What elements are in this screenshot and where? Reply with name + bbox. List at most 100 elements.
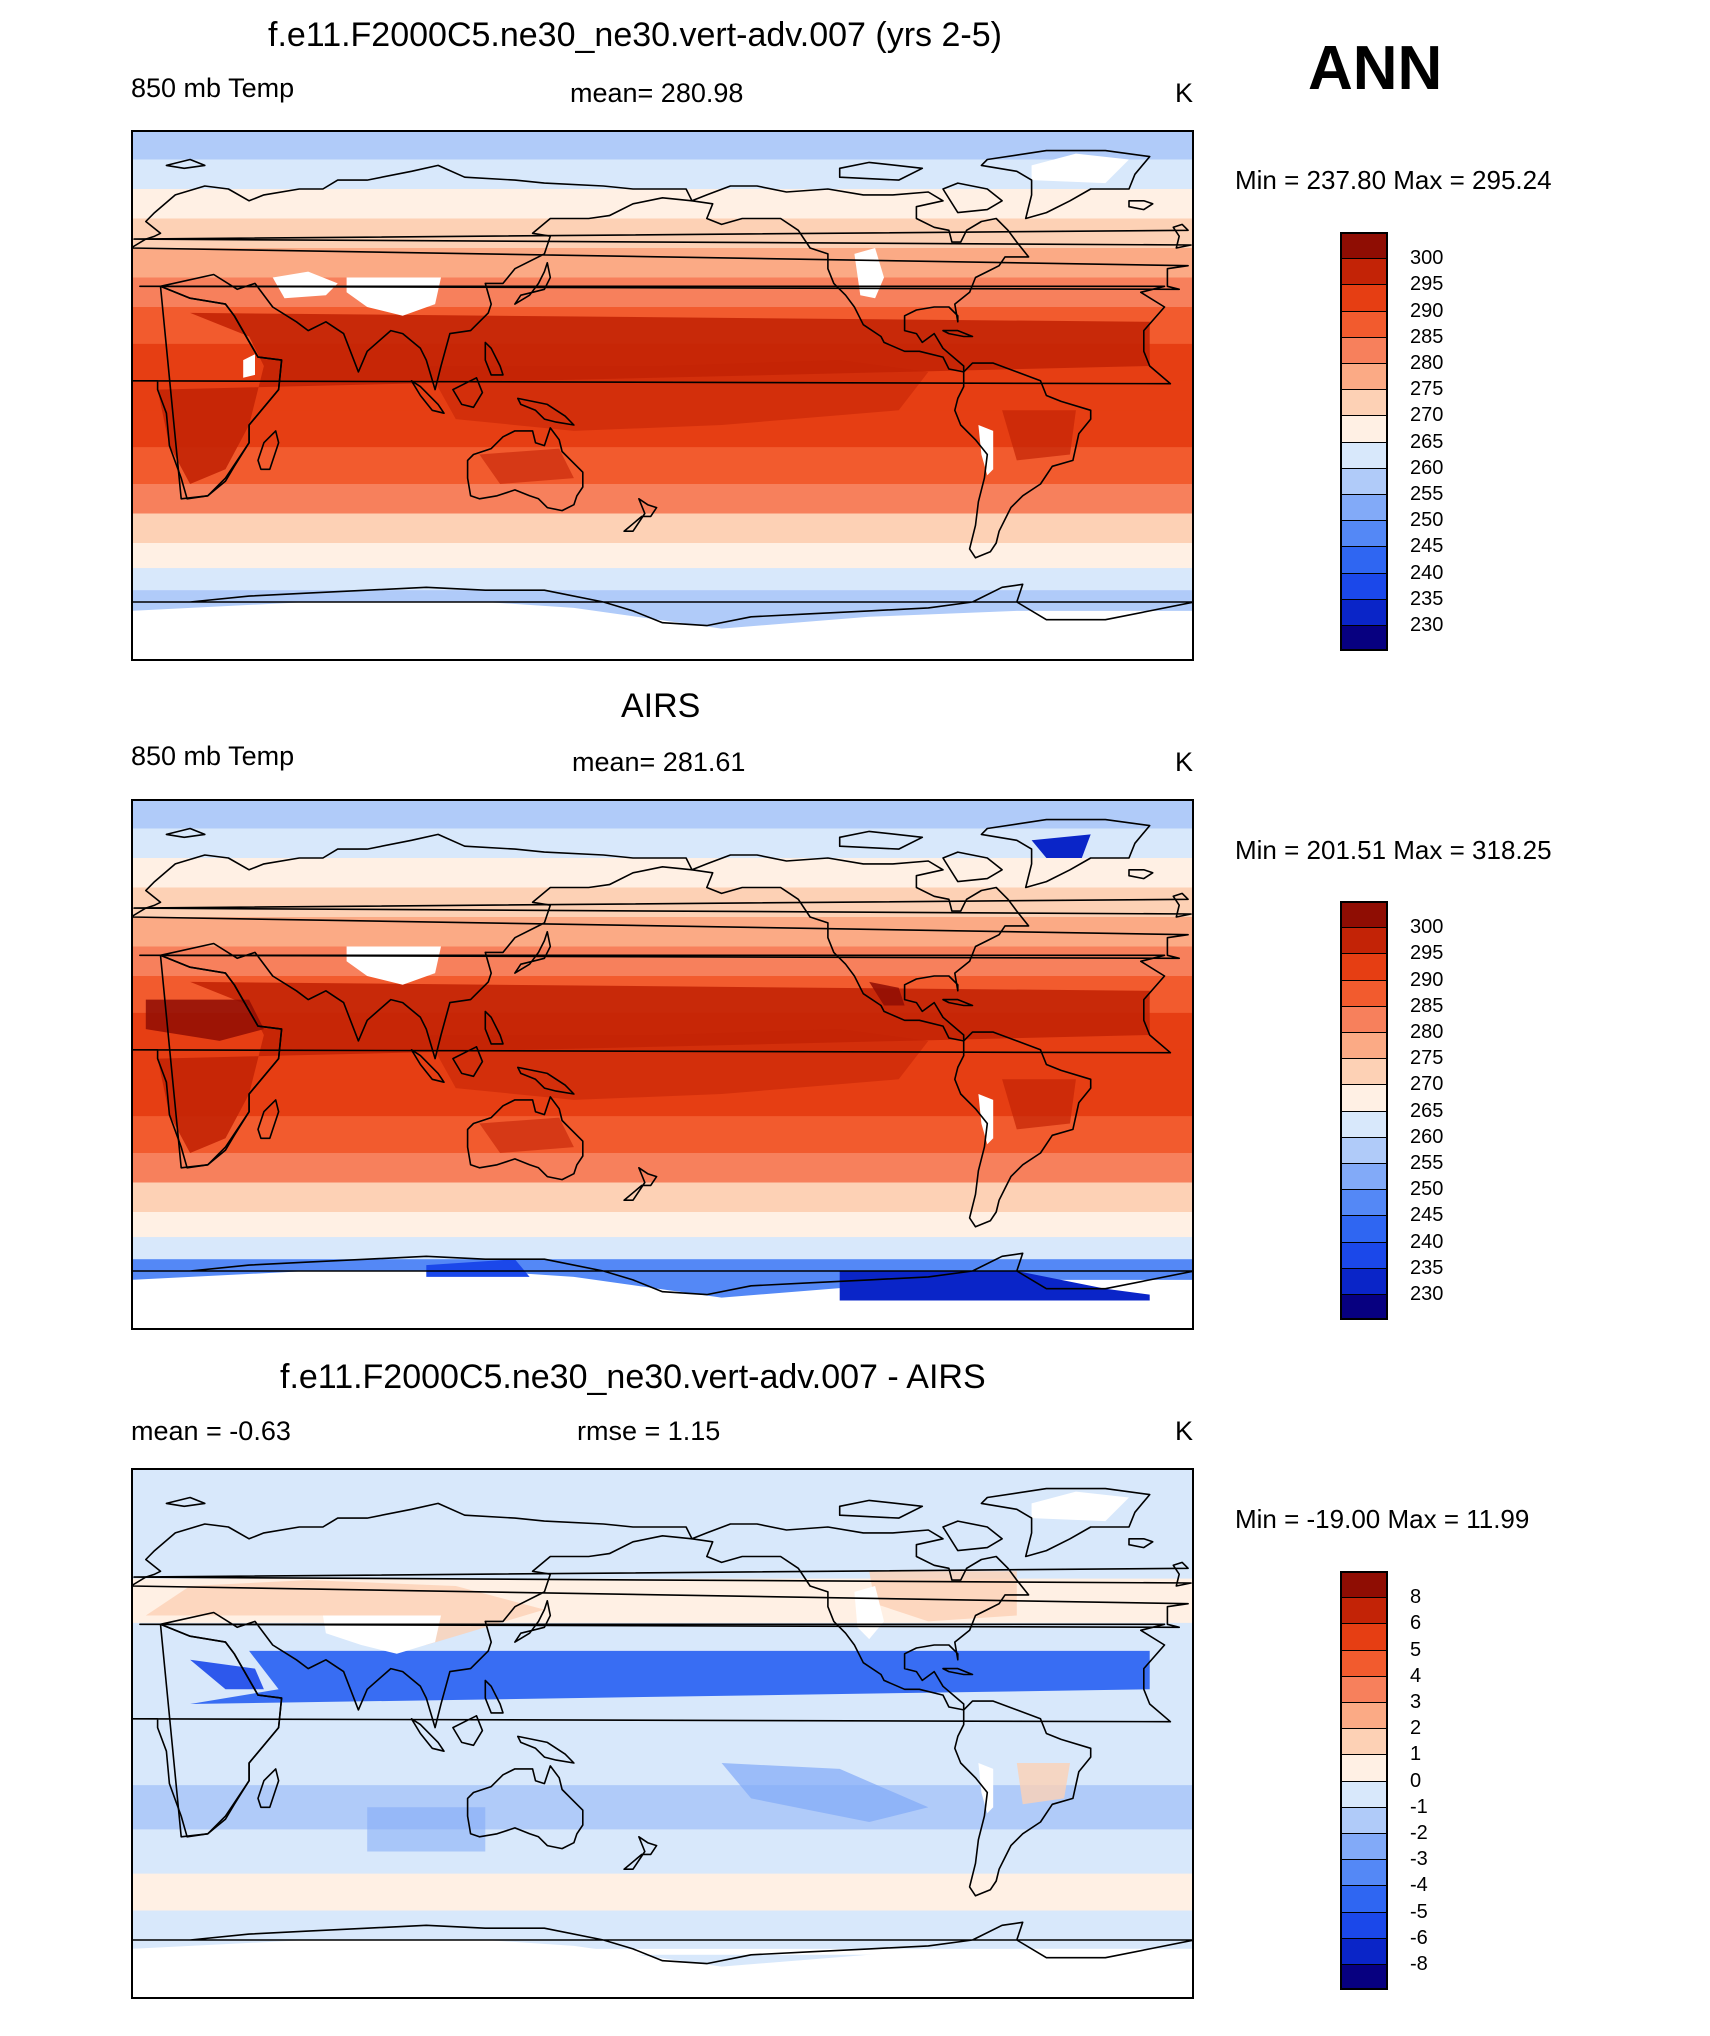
- australia-warm: [479, 448, 574, 484]
- andes-masked: [978, 1094, 994, 1145]
- panel-2-minmax: Min = 201.51 Max = 318.25: [1235, 835, 1552, 865]
- africa-warm: [157, 981, 1150, 1153]
- colorbar-label: 3: [1410, 1691, 1422, 1713]
- coastline-australia: [466, 427, 584, 512]
- antarctic-cold-2: [426, 1259, 530, 1277]
- coastline-iceland: [1128, 1538, 1154, 1549]
- colorbar-label: 280: [1410, 352, 1444, 374]
- coastline-arcticisl: [838, 1499, 924, 1519]
- colorbar-swatch: [1340, 232, 1388, 259]
- colorbar-swatch: [1340, 1189, 1388, 1216]
- coastline-newguinea: [516, 1735, 575, 1764]
- lat-band: [131, 1182, 1194, 1213]
- colorbar-label: 260: [1410, 456, 1444, 479]
- colorbar-label: 255: [1410, 483, 1444, 505]
- colorbar-label: 265: [1410, 430, 1444, 453]
- ethiopia-masked: [243, 354, 255, 378]
- southern-ocean-bias: [131, 1895, 1194, 1911]
- coastline-iceland: [1128, 869, 1154, 880]
- colorbar-label: 285: [1410, 325, 1444, 348]
- greenland-cold: [1031, 834, 1091, 858]
- colorbar-label: 235: [1410, 1256, 1444, 1279]
- coastline-borneo: [452, 1046, 484, 1078]
- coastline-n_america: [691, 1523, 1030, 1711]
- coastline-sumatra: [410, 1049, 445, 1084]
- coastlines: [131, 149, 1194, 627]
- panel-1-variable: 850 mb Temp: [131, 73, 295, 103]
- coastline-newguinea: [516, 397, 575, 426]
- colorbar-label: 300: [1410, 247, 1444, 270]
- coastline-japan: [514, 262, 552, 305]
- antarctica-masked: [131, 602, 1194, 661]
- colorbar-swatch: [1340, 1702, 1388, 1729]
- coastline-cuba: [942, 998, 974, 1007]
- colorbar-swatch: [1340, 1885, 1388, 1912]
- coastline-arcticisl: [838, 830, 924, 850]
- andes-masked: [978, 425, 994, 476]
- warm-pool: [426, 360, 929, 431]
- colorbar-swatch: [1340, 1571, 1388, 1598]
- coastline-nz: [623, 1166, 658, 1202]
- coastline-newguinea: [516, 1066, 575, 1095]
- panel-1-map-svg: [131, 130, 1194, 661]
- panel-2-variable: 850 mb Temp: [131, 741, 295, 771]
- indian-cold: [367, 1807, 486, 1852]
- lat-band: [131, 189, 1194, 219]
- colorbar-swatch: [1340, 546, 1388, 573]
- colorbar-swatch: [1340, 1032, 1388, 1059]
- panel-1-title: f.e11.F2000C5.ne30_ne30.vert-adv.007 (yr…: [268, 16, 1002, 54]
- colorbar-label: 275: [1410, 1047, 1444, 1070]
- colorbar-label: 270: [1410, 1073, 1444, 1096]
- coastline-antarctica: [131, 1252, 1194, 1296]
- amazon-warm: [1002, 1079, 1076, 1130]
- colorbar-swatch: [1340, 1649, 1388, 1676]
- coastline-australia: [466, 1096, 584, 1181]
- coastline-madagascar: [257, 430, 280, 471]
- colorbar-label: 2: [1410, 1717, 1422, 1740]
- coastline-uk: [133, 892, 1192, 918]
- coastline-baffin: [942, 851, 1003, 883]
- lat-band: [131, 1468, 1194, 1528]
- coastline-sumatra: [410, 1718, 445, 1753]
- colorbar-label: 270: [1410, 404, 1444, 427]
- coastline-borneo: [452, 1715, 484, 1747]
- colorbar-swatch: [1340, 927, 1388, 954]
- lat-band: [131, 543, 1194, 569]
- colorbar-swatch: [1340, 520, 1388, 547]
- greenland-masked: [1031, 153, 1129, 184]
- coastline-australia: [466, 1765, 584, 1850]
- coastline-uk: [133, 1561, 1192, 1587]
- colorbar-swatch: [1340, 389, 1388, 416]
- lat-band: [131, 1153, 1194, 1183]
- colorbar-swatch: [1340, 1294, 1388, 1321]
- coastline-borneo: [452, 377, 484, 409]
- coastline-svalbard: [165, 158, 206, 170]
- colorbar-swatch: [1340, 1754, 1388, 1781]
- colorbar-label: 255: [1410, 1152, 1444, 1174]
- coastline-n_america: [691, 854, 1030, 1042]
- colorbar-swatch: [1340, 1911, 1388, 1938]
- coastline-philippines: [484, 341, 504, 376]
- panel-3-units: K: [1175, 1416, 1194, 1446]
- panel-1-units: K: [1175, 78, 1194, 108]
- coastline-eurasia: [131, 1502, 1189, 1729]
- mexico-hot: [869, 981, 905, 1006]
- colorbar-swatch: [1340, 258, 1388, 285]
- colorbar-label: 285: [1410, 994, 1444, 1017]
- coastline-s_america: [953, 362, 1092, 559]
- lat-band: [131, 568, 1194, 591]
- panel-2-map-svg: [131, 799, 1194, 1330]
- colorbar-swatch: [1340, 1136, 1388, 1163]
- coastline-svalbard: [165, 827, 206, 839]
- colorbar-swatch: [1340, 979, 1388, 1006]
- arabia-cold-bias: [190, 1659, 264, 1690]
- panel-2-title: AIRS: [621, 687, 701, 725]
- coastline-africa_e: [159, 285, 283, 500]
- coastline-uk: [133, 223, 1192, 249]
- lat-band: [131, 1829, 1194, 1875]
- brazil-warm-bias: [1016, 1763, 1070, 1805]
- colorbar-swatch: [1340, 625, 1388, 652]
- panel-3-title: f.e11.F2000C5.ne30_ne30.vert-adv.007 - A…: [280, 1358, 986, 1396]
- lat-band: [131, 858, 1194, 888]
- colorbar-swatch: [1340, 1110, 1388, 1137]
